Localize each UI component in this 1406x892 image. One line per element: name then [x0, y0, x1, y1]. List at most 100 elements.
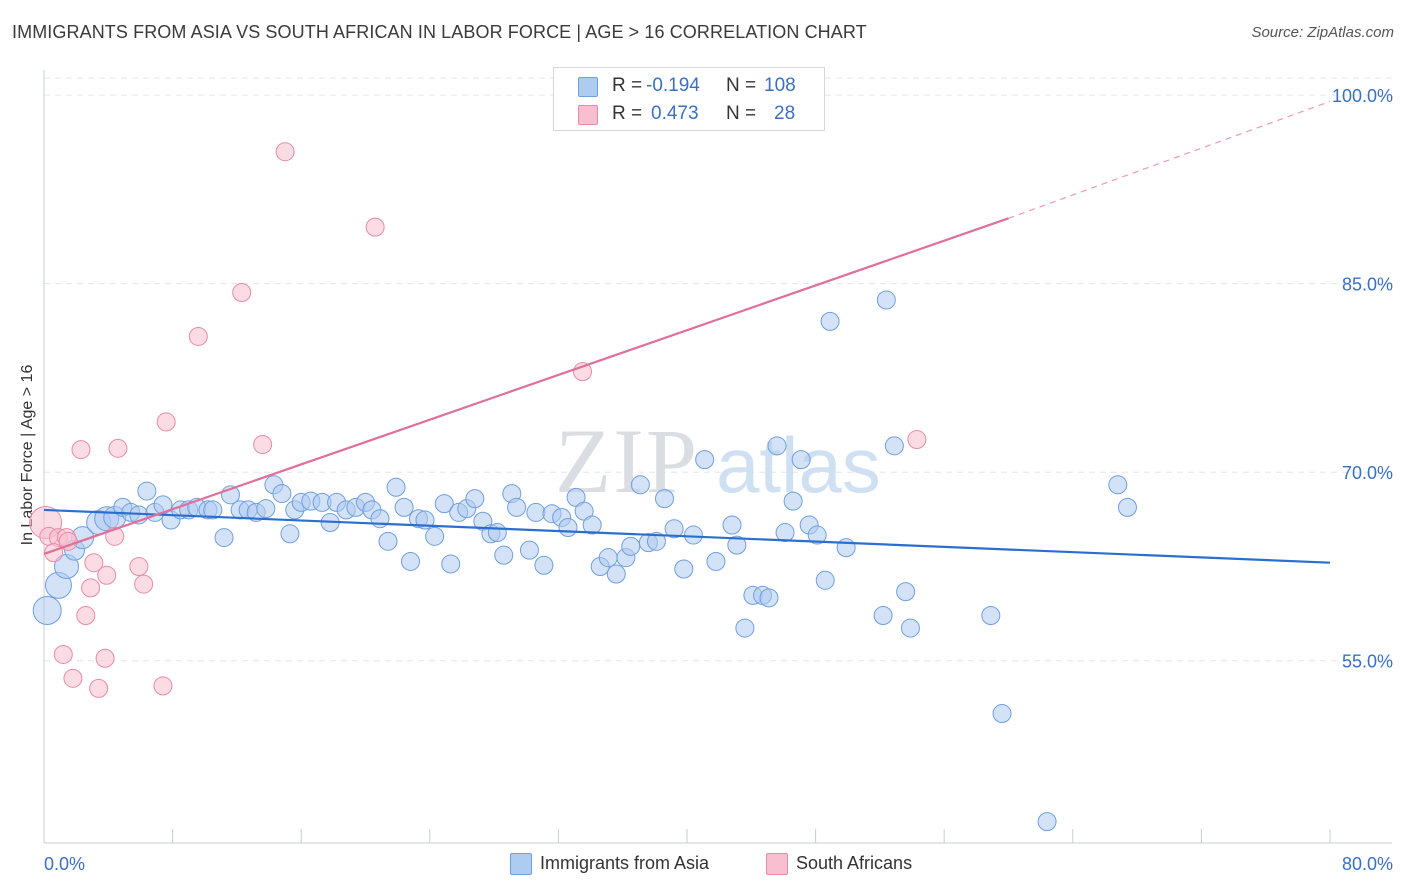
point-asia: [598, 548, 618, 568]
point-south-african: [97, 565, 117, 585]
point-asia: [621, 536, 641, 556]
legend-swatch-asia: [510, 853, 532, 875]
stats-row-asia: R = -0.194 N = 108: [554, 73, 824, 101]
point-south-african: [188, 326, 208, 346]
point-asia: [722, 515, 742, 535]
stats-box: R = -0.194 N = 108 R = 0.473 N = 28: [553, 67, 825, 131]
point-asia: [900, 618, 920, 638]
point-south-african: [108, 438, 128, 458]
point-asia: [465, 489, 485, 509]
stats-n-value: 108: [764, 75, 796, 96]
point-south-african: [71, 440, 91, 460]
y-tick-label: 55.0%: [1342, 652, 1393, 672]
point-asia: [706, 551, 726, 571]
point-asia: [674, 559, 694, 579]
watermark: ZIP atlas: [555, 410, 881, 512]
source-label: Source: ZipAtlas.com: [1251, 24, 1394, 41]
point-asia: [401, 551, 421, 571]
point-asia: [873, 605, 893, 625]
stats-n-value: 28: [774, 103, 796, 124]
point-asia: [507, 497, 527, 517]
stats-row-south-african: R = 0.473 N = 28: [554, 101, 824, 129]
stats-r-label: R =: [612, 75, 643, 96]
x-tick-label: 80.0%: [1342, 854, 1393, 874]
point-south-african: [81, 578, 101, 598]
point-south-african: [84, 553, 104, 573]
y-tick-label: 70.0%: [1342, 463, 1393, 483]
x-tick-label: 0.0%: [44, 854, 85, 874]
point-asia: [214, 528, 234, 548]
tick-labels: 55.0% 70.0% 85.0% 100.0% 0.0% 80.0%: [44, 86, 1393, 874]
point-asia: [425, 526, 445, 546]
point-asia: [256, 499, 276, 519]
trend-line-south-african: [43, 217, 1009, 555]
point-asia: [884, 436, 904, 456]
point-south-african: [129, 556, 149, 576]
point-south-african: [232, 282, 252, 302]
point-asia: [683, 525, 703, 545]
point-asia: [820, 311, 840, 331]
point-asia: [280, 524, 300, 544]
point-south-african: [53, 644, 73, 664]
point-south-african: [76, 605, 96, 625]
point-asia: [807, 525, 827, 545]
legend: Immigrants from Asia South Africans: [0, 852, 1406, 878]
point-asia: [394, 497, 414, 517]
point-asia: [272, 484, 292, 504]
point-asia: [876, 290, 896, 310]
point-asia: [137, 481, 157, 501]
point-south-african: [365, 217, 385, 237]
point-asia: [727, 535, 747, 555]
point-asia: [759, 588, 779, 608]
trend-lines: [43, 100, 1331, 564]
legend-swatch-south-africans: [766, 853, 788, 875]
point-asia: [494, 545, 514, 565]
point-south-african: [95, 648, 115, 668]
point-asia: [1117, 497, 1137, 517]
point-asia: [791, 450, 811, 470]
data-points: [29, 142, 1137, 832]
point-asia: [526, 502, 546, 522]
y-tick-label: 100.0%: [1332, 86, 1393, 106]
point-asia: [783, 491, 803, 511]
stats-swatch-south-african: [578, 105, 598, 125]
point-asia: [606, 564, 626, 584]
chart-title: IMMIGRANTS FROM ASIA VS SOUTH AFRICAN IN…: [12, 22, 867, 42]
point-asia: [836, 538, 856, 558]
point-asia: [203, 500, 223, 520]
point-asia: [1108, 475, 1128, 495]
point-asia: [487, 523, 507, 543]
point-south-african: [89, 678, 109, 698]
stats-n-label: N =: [726, 103, 757, 124]
point-asia: [775, 523, 795, 543]
point-south-african: [153, 676, 173, 696]
point-asia: [534, 555, 554, 575]
point-asia: [896, 582, 916, 602]
point-south-african: [63, 668, 83, 688]
point-asia: [654, 489, 674, 509]
grid-lines: [44, 77, 1392, 662]
point-asia: [646, 531, 666, 551]
y-tick-label: 85.0%: [1342, 275, 1393, 295]
point-asia: [981, 605, 1001, 625]
point-asia: [815, 570, 835, 590]
trend-line-south-african-extension: [1008, 100, 1331, 219]
point-asia: [378, 531, 398, 551]
trend-line-asia: [43, 508, 1331, 564]
point-asia: [582, 515, 602, 535]
point-asia: [735, 618, 755, 638]
point-asia: [695, 450, 715, 470]
stats-r-value: -0.194: [646, 75, 700, 96]
point-south-african: [907, 430, 927, 450]
stats-n-label: N =: [726, 75, 757, 96]
legend-label-asia: Immigrants from Asia: [540, 853, 710, 873]
point-asia: [434, 494, 454, 514]
point-south-african: [156, 412, 176, 432]
point-asia: [767, 436, 787, 456]
point-asia: [1037, 812, 1057, 832]
point-asia: [664, 519, 684, 539]
point-south-african: [134, 574, 154, 594]
legend-label-south-africans: South Africans: [796, 853, 913, 873]
stats-r-label: R =: [612, 103, 643, 124]
